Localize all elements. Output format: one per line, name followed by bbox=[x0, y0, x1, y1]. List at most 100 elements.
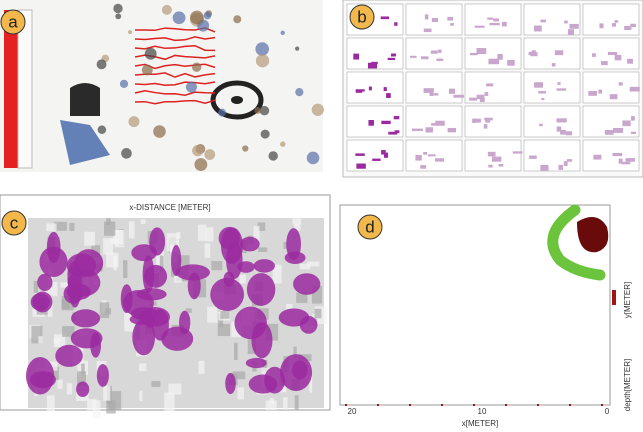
tile-blob bbox=[608, 52, 617, 55]
tile-blob bbox=[631, 116, 635, 121]
tile-blob bbox=[598, 90, 602, 94]
tile-blob bbox=[394, 116, 400, 119]
debris bbox=[295, 88, 303, 96]
tile-blob bbox=[431, 51, 438, 54]
noise bbox=[211, 261, 222, 270]
noise bbox=[123, 260, 127, 278]
tile-blob bbox=[484, 124, 488, 128]
debris bbox=[97, 59, 107, 69]
tile-blob bbox=[538, 91, 546, 93]
color-bar-scale bbox=[18, 10, 32, 168]
debris bbox=[218, 109, 226, 117]
tile-blob bbox=[394, 22, 397, 26]
panel-a bbox=[0, 0, 324, 172]
panel-label: a bbox=[8, 12, 18, 31]
panel-label: b bbox=[357, 7, 366, 26]
debris bbox=[268, 151, 277, 160]
debris bbox=[153, 125, 166, 138]
tile-blob bbox=[569, 24, 578, 29]
tile-blob bbox=[605, 130, 614, 135]
tile-blob bbox=[631, 132, 636, 134]
tile-blob bbox=[415, 155, 421, 161]
debris bbox=[186, 82, 197, 93]
tile-blob bbox=[485, 120, 490, 123]
noise bbox=[315, 309, 322, 318]
purple-anomaly bbox=[285, 252, 306, 264]
noise bbox=[237, 387, 243, 399]
tile-blob bbox=[356, 164, 365, 169]
tile-blob bbox=[355, 153, 364, 156]
purple-anomaly bbox=[55, 345, 83, 367]
tile-blob bbox=[534, 82, 543, 87]
debris bbox=[312, 104, 324, 116]
purple-anomaly bbox=[30, 371, 56, 388]
panel-b bbox=[343, 0, 643, 177]
tile bbox=[583, 4, 639, 35]
tile-blob bbox=[435, 158, 444, 161]
noise bbox=[239, 275, 245, 284]
purple-anomaly bbox=[247, 273, 275, 306]
debris bbox=[256, 54, 269, 67]
tile-blob bbox=[438, 50, 442, 53]
tile-blob bbox=[428, 154, 436, 156]
purple-anomaly bbox=[179, 311, 190, 335]
noise bbox=[258, 247, 267, 252]
noise bbox=[38, 336, 42, 343]
tile-blob bbox=[480, 97, 485, 102]
noise bbox=[105, 308, 111, 314]
tile-blob bbox=[484, 118, 492, 121]
tile-blob bbox=[592, 53, 596, 57]
tile-blob bbox=[449, 89, 455, 94]
noise bbox=[295, 395, 299, 410]
tile-blob bbox=[615, 55, 622, 60]
tile-blob bbox=[558, 165, 562, 170]
debris bbox=[120, 80, 128, 88]
purple-anomaly bbox=[47, 232, 61, 263]
panel-c: x-DISTANCE [METER] bbox=[0, 195, 330, 418]
debris bbox=[192, 145, 203, 156]
debris bbox=[233, 15, 241, 23]
noise bbox=[69, 223, 74, 231]
tile-blob bbox=[436, 59, 443, 61]
purple-anomaly bbox=[71, 328, 103, 348]
tile-blob bbox=[372, 159, 380, 161]
purple-anomaly bbox=[137, 288, 167, 300]
tile-blob bbox=[447, 17, 453, 21]
purple-anomaly bbox=[226, 241, 243, 279]
debris bbox=[162, 5, 172, 15]
tile-blob bbox=[488, 165, 492, 168]
tile-blob bbox=[381, 16, 389, 19]
purple-anomaly bbox=[249, 375, 277, 394]
debris bbox=[260, 106, 270, 116]
panel-label: c bbox=[10, 213, 19, 232]
noise bbox=[141, 219, 146, 224]
tile-blob bbox=[469, 98, 477, 101]
panel-d: 20 10 0 x[METER] y[METER] depth[METER] bbox=[340, 205, 632, 428]
tile bbox=[406, 106, 462, 137]
noise bbox=[106, 253, 118, 268]
tile-blob bbox=[356, 89, 365, 91]
x-axis-title: x[METER] bbox=[462, 419, 498, 428]
noise bbox=[129, 221, 135, 238]
purple-anomaly bbox=[76, 381, 89, 397]
tile-blob bbox=[499, 164, 504, 167]
tile-blob bbox=[450, 23, 454, 26]
purple-anomaly bbox=[71, 309, 100, 327]
tile bbox=[524, 140, 580, 171]
tile-blob bbox=[369, 87, 372, 91]
tile-blob bbox=[529, 156, 537, 159]
tile-blob bbox=[557, 82, 560, 85]
noise bbox=[57, 380, 62, 389]
noise bbox=[220, 311, 229, 319]
tile-blob bbox=[391, 54, 396, 57]
purple-anomaly bbox=[300, 316, 318, 334]
noise bbox=[103, 386, 110, 401]
debris bbox=[113, 4, 122, 13]
noise bbox=[103, 238, 113, 254]
purple-anomaly bbox=[251, 322, 272, 358]
tile-blob bbox=[539, 124, 543, 126]
tile-blob bbox=[568, 29, 574, 35]
tile-blob bbox=[368, 120, 373, 126]
tile-blob bbox=[612, 23, 616, 27]
tile-blob bbox=[566, 131, 572, 135]
